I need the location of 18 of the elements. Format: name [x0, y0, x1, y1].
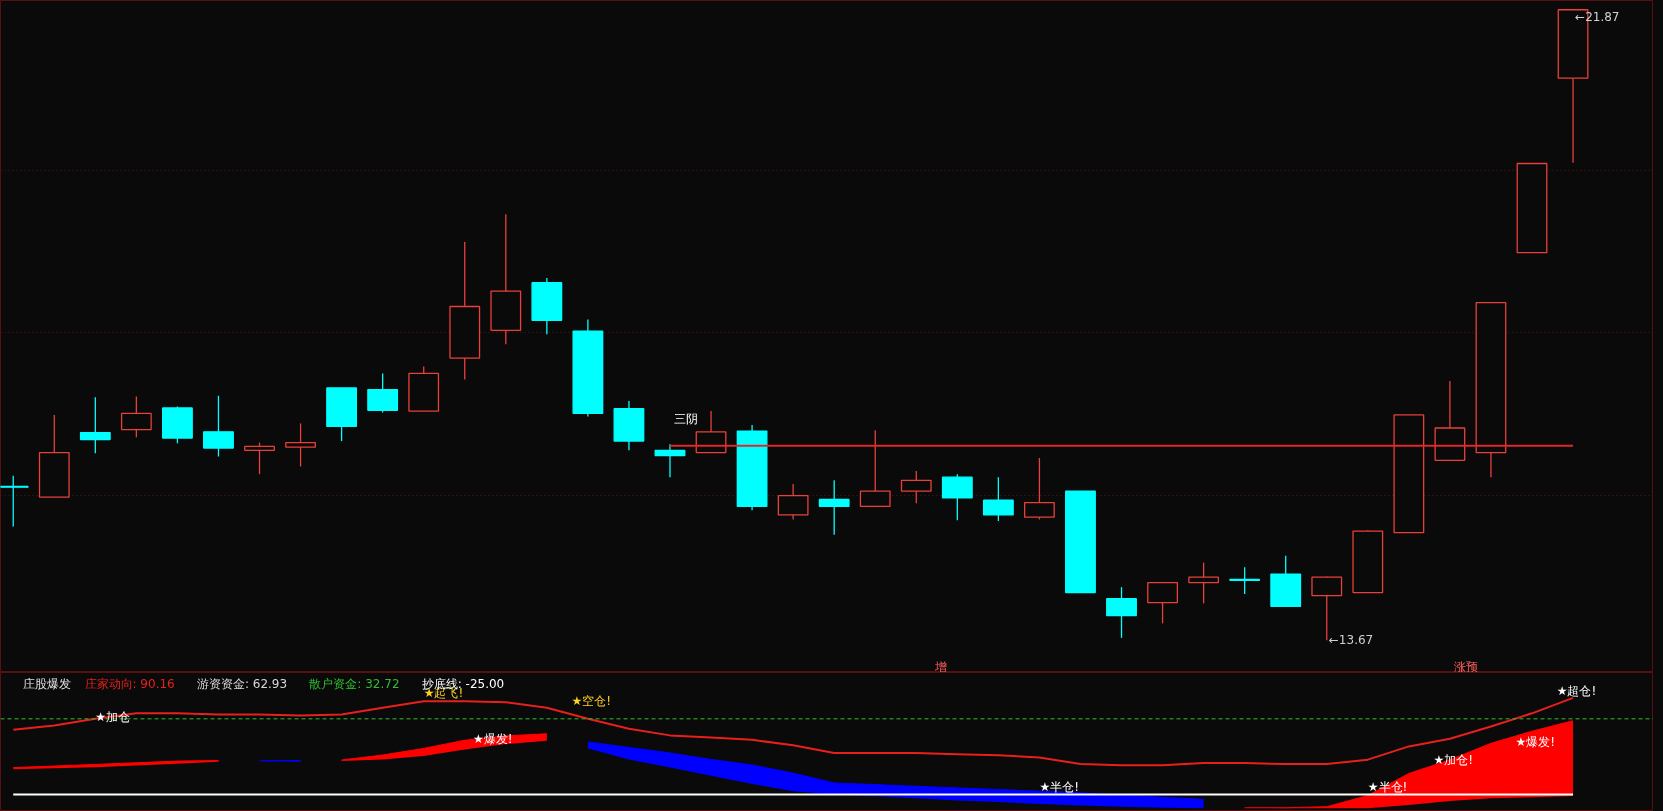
candlestick	[79, 396, 111, 455]
candlestick	[1229, 566, 1261, 595]
candlestick	[244, 441, 275, 475]
candlestick	[818, 479, 850, 536]
annotation: 增	[933, 660, 947, 675]
candlestick	[285, 422, 316, 468]
text: 游资资金: 62.93	[196, 676, 288, 691]
annotation: ★爆发!	[1515, 735, 1556, 749]
annotation: ★空仓!	[571, 694, 612, 709]
annotation: ★半仓!	[1039, 780, 1079, 795]
annotation: ★超仓!	[1556, 684, 1597, 699]
text: 散户资金: 32.72	[309, 676, 400, 691]
annotation: 三阴	[674, 411, 699, 426]
annotation: 涨预	[1454, 660, 1479, 675]
series-label: 庄家动向: 90.16	[84, 676, 175, 691]
chart-title: 庄股爆发	[22, 676, 71, 691]
annotation: ←13.67	[1328, 633, 1374, 648]
candlestick	[1188, 561, 1220, 604]
